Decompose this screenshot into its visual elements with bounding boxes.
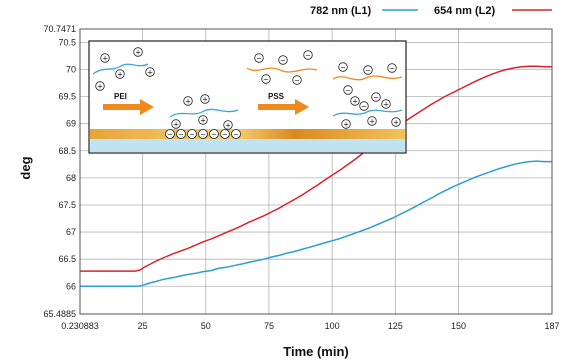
inset-schematic: + + + + + PEI + + + + + − − − − − − − — [88, 40, 407, 154]
pei-free-charges: + + + + + — [95, 47, 155, 91]
y-tick-label: 67.5 — [58, 200, 76, 210]
x-tick-label: 50 — [201, 321, 211, 331]
svg-text:+: + — [185, 98, 191, 106]
svg-text:−: − — [263, 76, 269, 84]
pei-adsorbed-charges: + + + + + — [171, 94, 233, 130]
pei-chain-bilayer — [332, 109, 403, 117]
svg-text:+: + — [117, 71, 123, 79]
y-tick-label: 67 — [66, 227, 76, 237]
svg-text:+: + — [135, 49, 141, 57]
svg-text:+: + — [393, 119, 399, 127]
svg-text:−: − — [373, 94, 379, 102]
x-tick-label: 187 — [544, 321, 559, 331]
pss-arrow — [258, 99, 309, 115]
svg-text:+: + — [97, 83, 103, 91]
svg-text:−: − — [294, 77, 300, 85]
svg-text:−: − — [345, 87, 351, 95]
svg-text:+: + — [369, 118, 375, 126]
y-tick-label: 69.5 — [58, 92, 76, 102]
pei-label: PEI — [114, 92, 127, 101]
bilayer-charges: − − − − + − − + + + + — [338, 62, 401, 129]
svg-text:+: + — [200, 117, 206, 125]
x-tick-label: 100 — [325, 321, 340, 331]
surface-negative-charges: − − − − − − − — [165, 129, 241, 139]
svg-text:−: − — [340, 64, 346, 72]
y-axis-ticks: 65.4885 66 66.5 67 67.5 68 68.5 69 69.5 70 70.5 70.… — [43, 24, 76, 319]
y-tick-label: 70.5 — [58, 37, 76, 47]
y-tick-label: 69 — [66, 119, 76, 129]
y-axis-title: deg — [18, 156, 33, 179]
legend: 782 nm (L1) 654 nm (L2) — [310, 5, 552, 17]
plot-frame — [79, 28, 553, 315]
y-tick-label: 68.5 — [58, 146, 76, 156]
svg-text:+: + — [147, 69, 153, 77]
pei-chain-adsorbed — [169, 108, 239, 118]
pss-chain-free — [246, 67, 318, 73]
pss-chain-adsorbed — [332, 75, 403, 81]
y-tick-label: 66.5 — [58, 254, 76, 264]
svg-text:+: + — [102, 55, 108, 63]
y-tick-label: 70.7471 — [43, 24, 76, 34]
y-tick-label: 65.4885 — [43, 309, 76, 319]
series-line-2 — [80, 65, 552, 272]
svg-text:+: + — [225, 122, 231, 130]
svg-text:+: + — [352, 98, 358, 106]
svg-text:−: − — [189, 131, 195, 139]
svg-text:+: + — [383, 101, 389, 109]
svg-text:−: − — [233, 131, 239, 139]
y-tick-label: 70 — [66, 64, 76, 74]
svg-text:−: − — [167, 131, 173, 139]
pss-label: PSS — [268, 92, 285, 101]
svg-text:+: + — [173, 121, 179, 129]
x-axis-title: Time (min) — [283, 344, 349, 359]
y-tick-label: 68 — [66, 173, 76, 183]
series-line-1 — [80, 160, 552, 288]
x-tick-label: 25 — [138, 321, 148, 331]
y-tick-label: 66 — [66, 281, 76, 291]
svg-text:−: − — [361, 103, 367, 111]
svg-text:−: − — [389, 65, 395, 73]
svg-text:−: − — [211, 131, 217, 139]
pei-chain-free — [92, 63, 149, 75]
legend-label-l2: 654 nm (L2) — [434, 5, 495, 17]
svg-text:−: − — [200, 131, 206, 139]
x-axis-ticks: 0.230883 25 50 75 100 125 150 187 — [61, 321, 559, 331]
x-tick-label: 75 — [264, 321, 274, 331]
series-layer — [80, 65, 552, 288]
svg-text:−: − — [280, 57, 286, 65]
svg-text:+: + — [202, 96, 208, 104]
legend-label-l1: 782 nm (L1) — [310, 5, 371, 17]
x-tick-label: 150 — [451, 321, 466, 331]
gold-film — [90, 129, 405, 139]
svg-text:+: + — [343, 121, 349, 129]
svg-text:−: − — [178, 131, 184, 139]
pei-arrow — [103, 99, 154, 115]
x-tick-label: 125 — [388, 321, 403, 331]
svg-text:−: − — [305, 52, 311, 60]
svg-text:−: − — [365, 67, 371, 75]
svg-text:−: − — [222, 131, 228, 139]
x-tick-label: 0.230883 — [61, 321, 99, 331]
pss-free-charges: − − − − − — [254, 50, 313, 85]
substrate-glass — [90, 139, 405, 152]
svg-text:−: − — [256, 55, 262, 63]
